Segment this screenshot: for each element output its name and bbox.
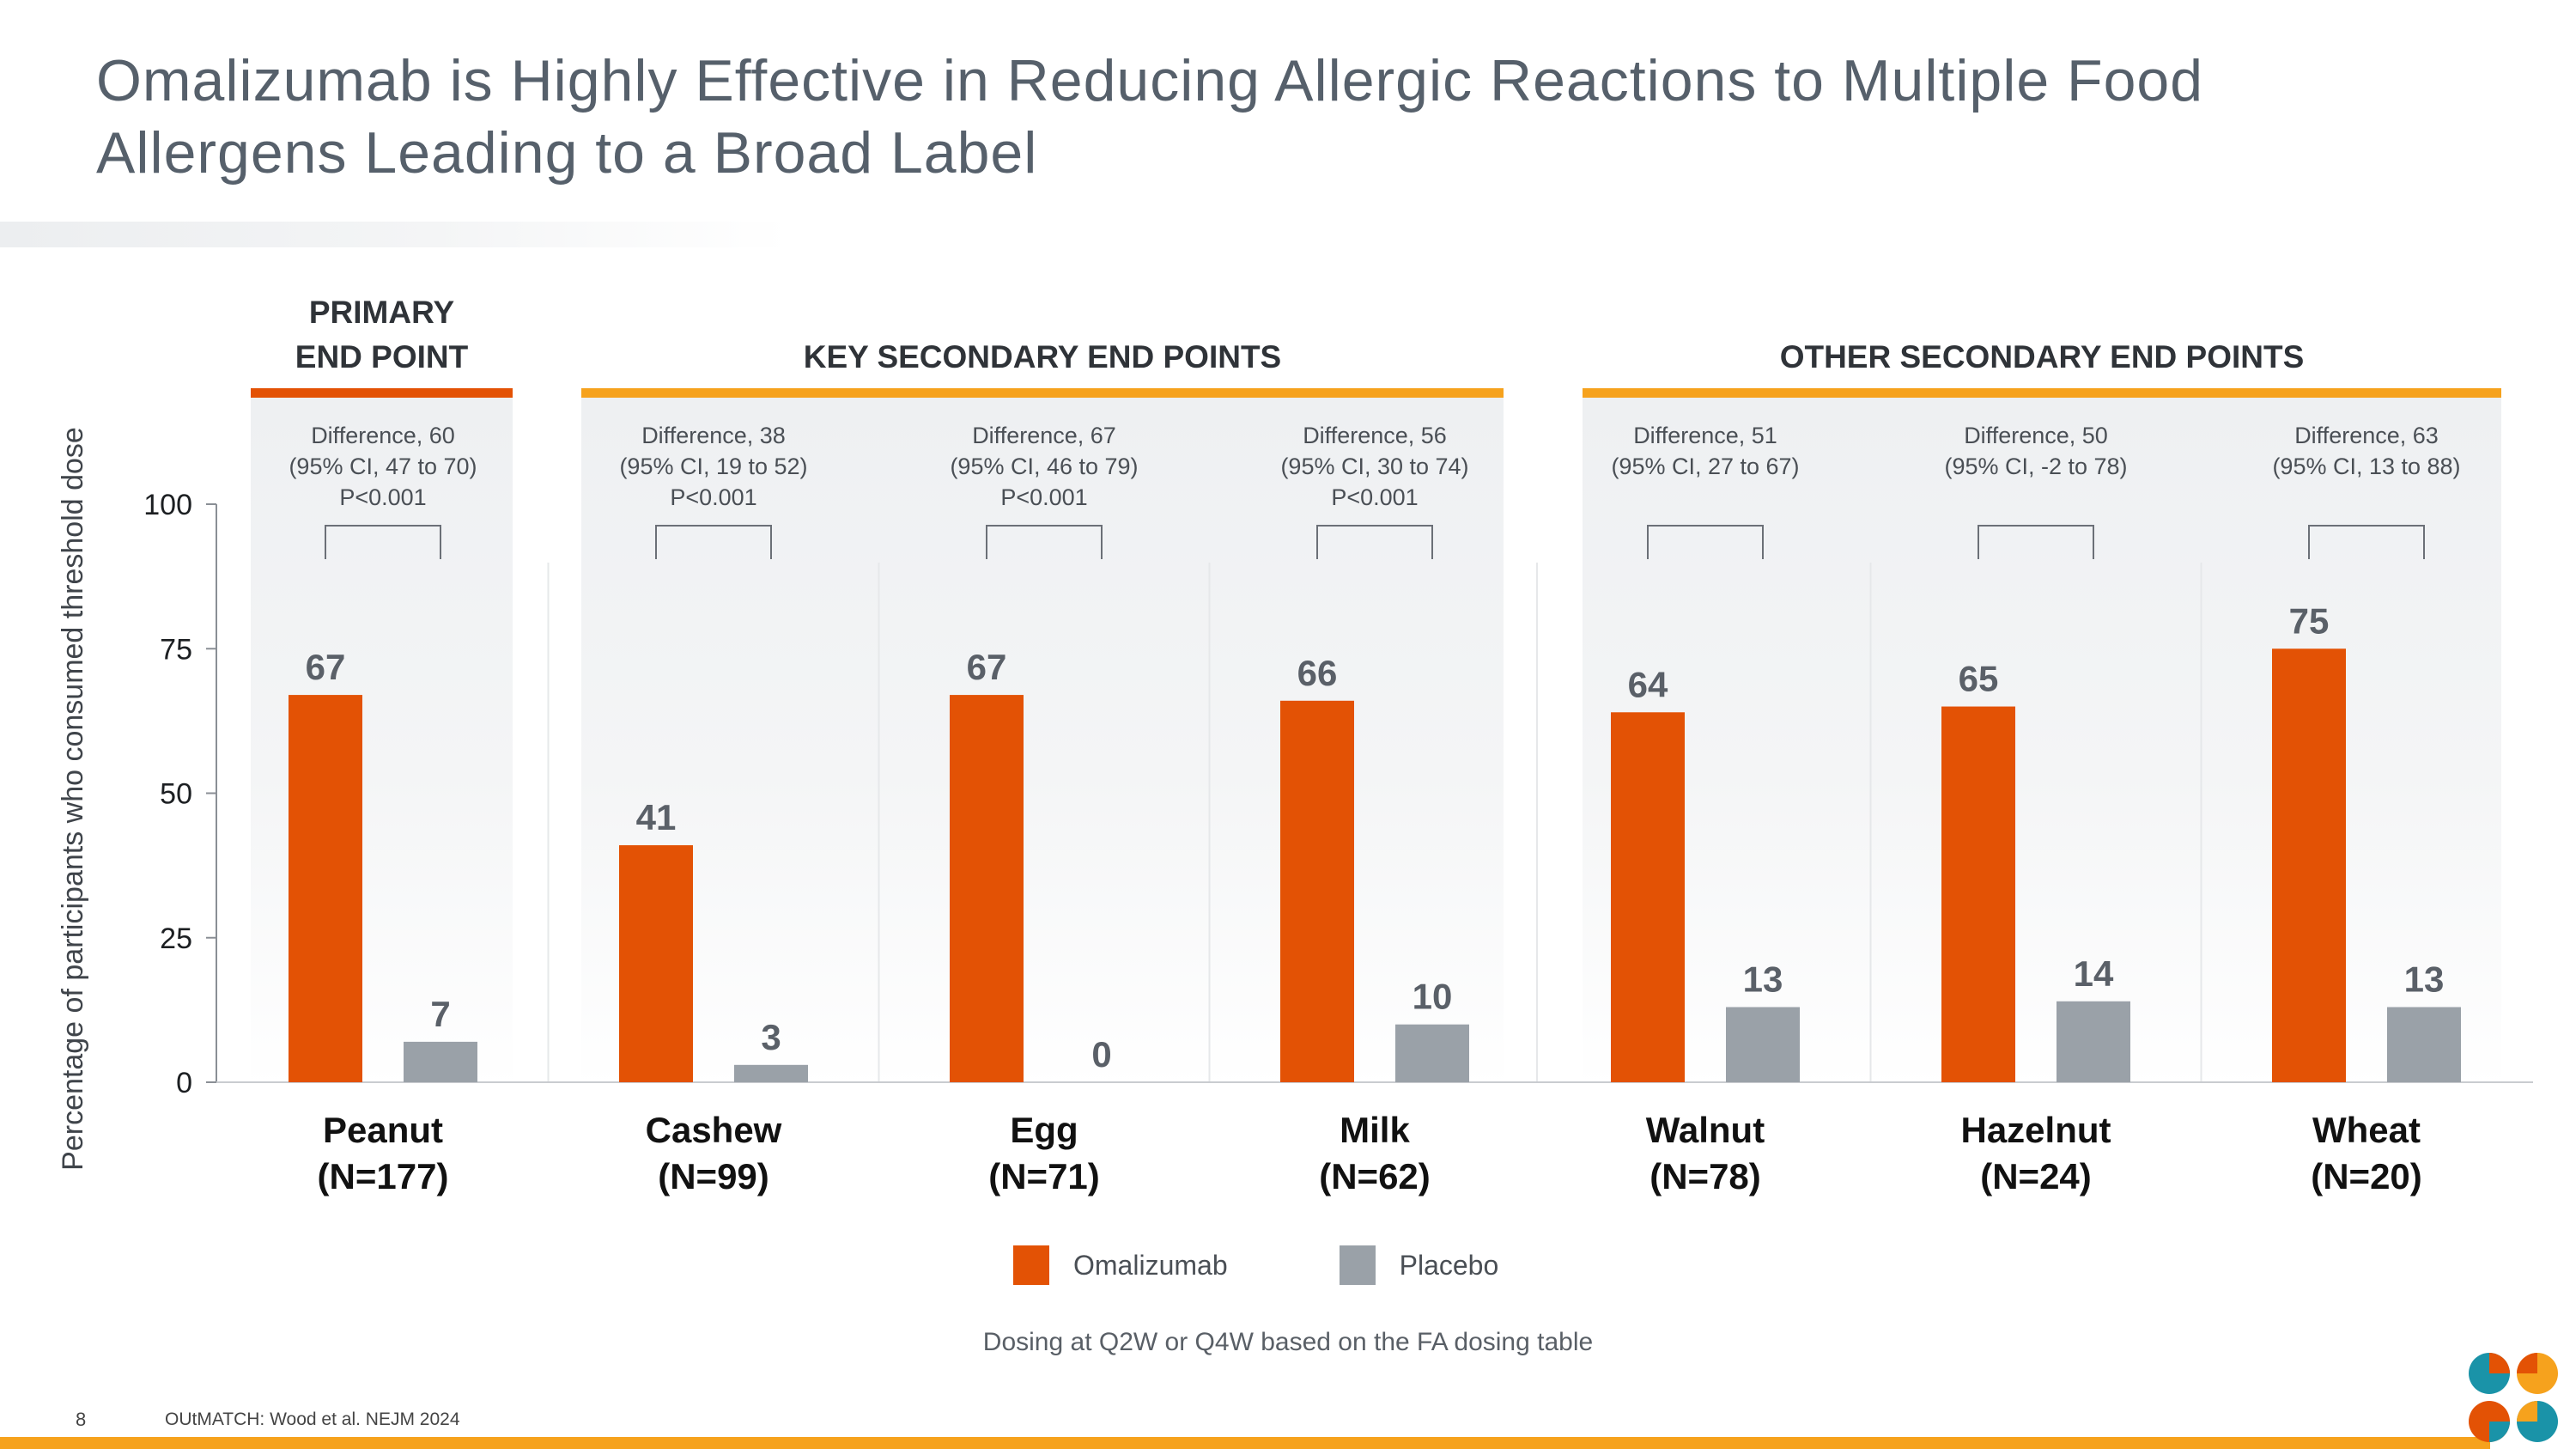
legend-item-omalizumab: Omalizumab	[1013, 1245, 1228, 1285]
data-label-placebo-wheat: 13	[2404, 959, 2445, 1000]
bar-placebo-cashew	[734, 1064, 808, 1082]
annotation-text: (95% CI, 30 to 74)	[1280, 454, 1468, 479]
title-underline-decoration	[0, 222, 790, 247]
annotation-text: Difference, 67	[972, 423, 1116, 448]
annotation-text: Difference, 60	[311, 423, 455, 448]
legend-label-placebo: Placebo	[1399, 1249, 1499, 1281]
data-label-omalizumab-egg: 67	[967, 647, 1007, 687]
y-tick-label: 0	[176, 1067, 192, 1099]
data-label-omalizumab-walnut: 64	[1628, 664, 1668, 704]
data-label-omalizumab-milk: 66	[1297, 653, 1338, 693]
data-label-placebo-walnut: 13	[1743, 959, 1783, 1000]
source-citation: OUtMATCH: Wood et al. NEJM 2024	[165, 1409, 460, 1429]
x-tick-n-label: (N=99)	[658, 1156, 769, 1196]
bar-omalizumab-peanut	[289, 695, 362, 1082]
legend: Omalizumab Placebo	[1013, 1245, 1610, 1285]
annotation-text: (95% CI, 13 to 88)	[2272, 454, 2460, 479]
group-panel-2	[1583, 392, 2501, 1087]
data-label-omalizumab-cashew: 41	[636, 797, 677, 837]
significance-bracket	[2308, 525, 2425, 559]
y-tick-label: 50	[160, 778, 192, 811]
annotation-text: Difference, 51	[1633, 423, 1777, 448]
bar-placebo-milk	[1395, 1024, 1469, 1082]
x-tick-n-label: (N=62)	[1319, 1156, 1431, 1196]
annotation-text: Difference, 63	[2294, 423, 2439, 448]
footnote: Dosing at Q2W or Q4W based on the FA dos…	[982, 1328, 1594, 1356]
bar-omalizumab-walnut	[1611, 712, 1685, 1082]
group-header-2: OTHER SECONDARY END POINTS	[1780, 339, 2305, 374]
bar-placebo-peanut	[404, 1041, 477, 1082]
x-tick-n-label: (N=20)	[2311, 1156, 2422, 1196]
annotation-text: (95% CI, 46 to 79)	[950, 454, 1138, 479]
significance-bracket	[655, 525, 772, 559]
bar-omalizumab-milk	[1280, 700, 1354, 1082]
significance-bracket	[986, 525, 1103, 559]
x-tick-label: Hazelnut	[1960, 1110, 2111, 1150]
legend-swatch-placebo	[1339, 1245, 1376, 1285]
data-label-placebo-hazelnut: 14	[2074, 953, 2114, 994]
x-tick-label: Egg	[1010, 1110, 1078, 1150]
significance-bracket	[1978, 525, 2094, 559]
group-line-1	[581, 388, 1504, 398]
data-label-omalizumab-peanut: 67	[306, 647, 346, 687]
x-tick-n-label: (N=24)	[1980, 1156, 2092, 1196]
annotation-text: (95% CI, -2 to 78)	[1944, 454, 2127, 479]
x-tick-n-label: (N=71)	[988, 1156, 1100, 1196]
group-line-2	[1583, 388, 2501, 398]
company-logo-icon	[2469, 1353, 2558, 1442]
legend-swatch-omalizumab	[1013, 1245, 1049, 1285]
page-title: Omalizumab is Highly Effective in Reduci…	[96, 48, 2204, 186]
page-number: 8	[76, 1409, 87, 1430]
bar-placebo-hazelnut	[2057, 1001, 2130, 1082]
data-label-placebo-peanut: 7	[430, 994, 450, 1034]
bar-placebo-walnut	[1726, 1007, 1800, 1082]
group-header-0: END POINT	[295, 339, 469, 374]
annotation-text: (95% CI, 47 to 70)	[289, 454, 477, 479]
legend-item-placebo: Placebo	[1339, 1245, 1499, 1285]
bar-omalizumab-hazelnut	[1941, 706, 2015, 1082]
annotation-text: P<0.001	[1331, 484, 1418, 510]
significance-bracket	[325, 525, 441, 559]
bar-omalizumab-wheat	[2272, 648, 2346, 1082]
x-tick-label: Peanut	[323, 1110, 443, 1150]
legend-label-omalizumab: Omalizumab	[1073, 1249, 1228, 1281]
annotation-text: Difference, 56	[1303, 423, 1447, 448]
group-header-1: KEY SECONDARY END POINTS	[804, 339, 1281, 374]
bar-omalizumab-egg	[950, 695, 1024, 1082]
data-label-placebo-cashew: 3	[761, 1017, 781, 1057]
group-line-0	[251, 388, 513, 398]
x-tick-label: Walnut	[1646, 1110, 1765, 1150]
x-tick-n-label: (N=78)	[1649, 1156, 1761, 1196]
x-tick-label: Cashew	[646, 1110, 782, 1150]
data-label-omalizumab-wheat: 75	[2289, 600, 2330, 641]
annotation-text: P<0.001	[1000, 484, 1087, 510]
annotation-text: Difference, 38	[641, 423, 786, 448]
x-tick-label: Milk	[1340, 1110, 1410, 1150]
significance-bracket	[1316, 525, 1433, 559]
data-label-placebo-egg: 0	[1091, 1034, 1111, 1075]
significance-bracket	[1647, 525, 1764, 559]
bar-placebo-wheat	[2387, 1007, 2461, 1082]
annotation-text: Difference, 50	[1964, 423, 2108, 448]
x-tick-n-label: (N=177)	[318, 1156, 449, 1196]
y-tick-label: 75	[160, 633, 192, 666]
bar-omalizumab-cashew	[619, 845, 693, 1082]
data-label-placebo-milk: 10	[1413, 977, 1453, 1017]
data-label-omalizumab-hazelnut: 65	[1959, 659, 1999, 699]
group-header-0: PRIMARY	[309, 295, 455, 330]
footer-bar	[0, 1437, 2490, 1449]
annotation-text: (95% CI, 27 to 67)	[1611, 454, 1799, 479]
y-tick-label: 25	[160, 922, 192, 955]
annotation-text: P<0.001	[670, 484, 756, 510]
annotation-text: P<0.001	[339, 484, 426, 510]
annotation-text: (95% CI, 19 to 52)	[619, 454, 807, 479]
x-tick-label: Wheat	[2312, 1110, 2421, 1150]
y-tick-label: 100	[143, 489, 192, 521]
y-axis-label: Percentage of participants who consumed …	[57, 427, 89, 1171]
